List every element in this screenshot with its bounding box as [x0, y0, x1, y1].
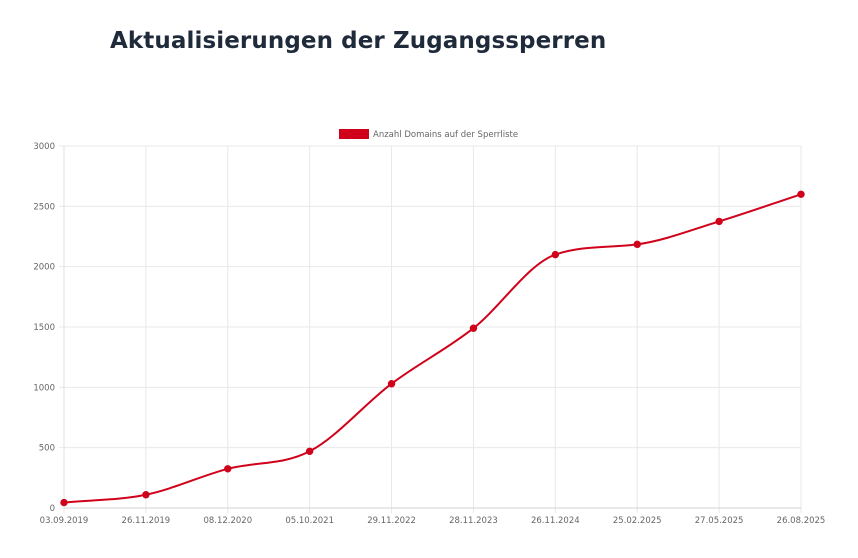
- y-tick-label: 3000: [33, 142, 55, 152]
- y-tick-label: 1000: [33, 383, 55, 393]
- data-point[interactable]: [797, 190, 805, 198]
- y-tick-label: 1500: [33, 323, 55, 333]
- y-tick-label: 0: [50, 504, 55, 514]
- y-tick-label: 2000: [33, 263, 55, 273]
- data-point[interactable]: [715, 217, 723, 226]
- data-point[interactable]: [633, 240, 641, 249]
- data-point[interactable]: [387, 380, 396, 388]
- data-point[interactable]: [142, 491, 150, 499]
- x-tick-label: 26.08.2025: [777, 516, 826, 526]
- x-tick-label: 29.11.2022: [367, 516, 416, 526]
- legend-swatch[interactable]: [339, 129, 369, 139]
- y-tick-label: 2500: [33, 202, 55, 212]
- x-tick-label: 26.11.2019: [122, 516, 171, 526]
- data-point[interactable]: [305, 447, 314, 455]
- x-tick-label: 26.11.2024: [531, 516, 580, 526]
- x-tick-label: 27.05.2025: [695, 516, 744, 526]
- data-point[interactable]: [224, 465, 232, 473]
- series-line: [63, 193, 802, 504]
- x-tick-label: 05.10.2021: [285, 516, 334, 526]
- x-tick-label: 08.12.2020: [203, 516, 252, 526]
- page-title: Aktualisierungen der Zugangssperren: [110, 28, 607, 54]
- legend-label[interactable]: Anzahl Domains auf der Sperrliste: [373, 130, 518, 140]
- data-point[interactable]: [60, 498, 68, 507]
- y-tick-label: 500: [39, 444, 55, 454]
- data-point[interactable]: [469, 324, 478, 332]
- data-point[interactable]: [551, 250, 560, 259]
- x-tick-label: 03.09.2019: [40, 516, 89, 526]
- x-tick-label: 28.11.2023: [449, 516, 498, 526]
- x-tick-label: 25.02.2025: [613, 516, 662, 526]
